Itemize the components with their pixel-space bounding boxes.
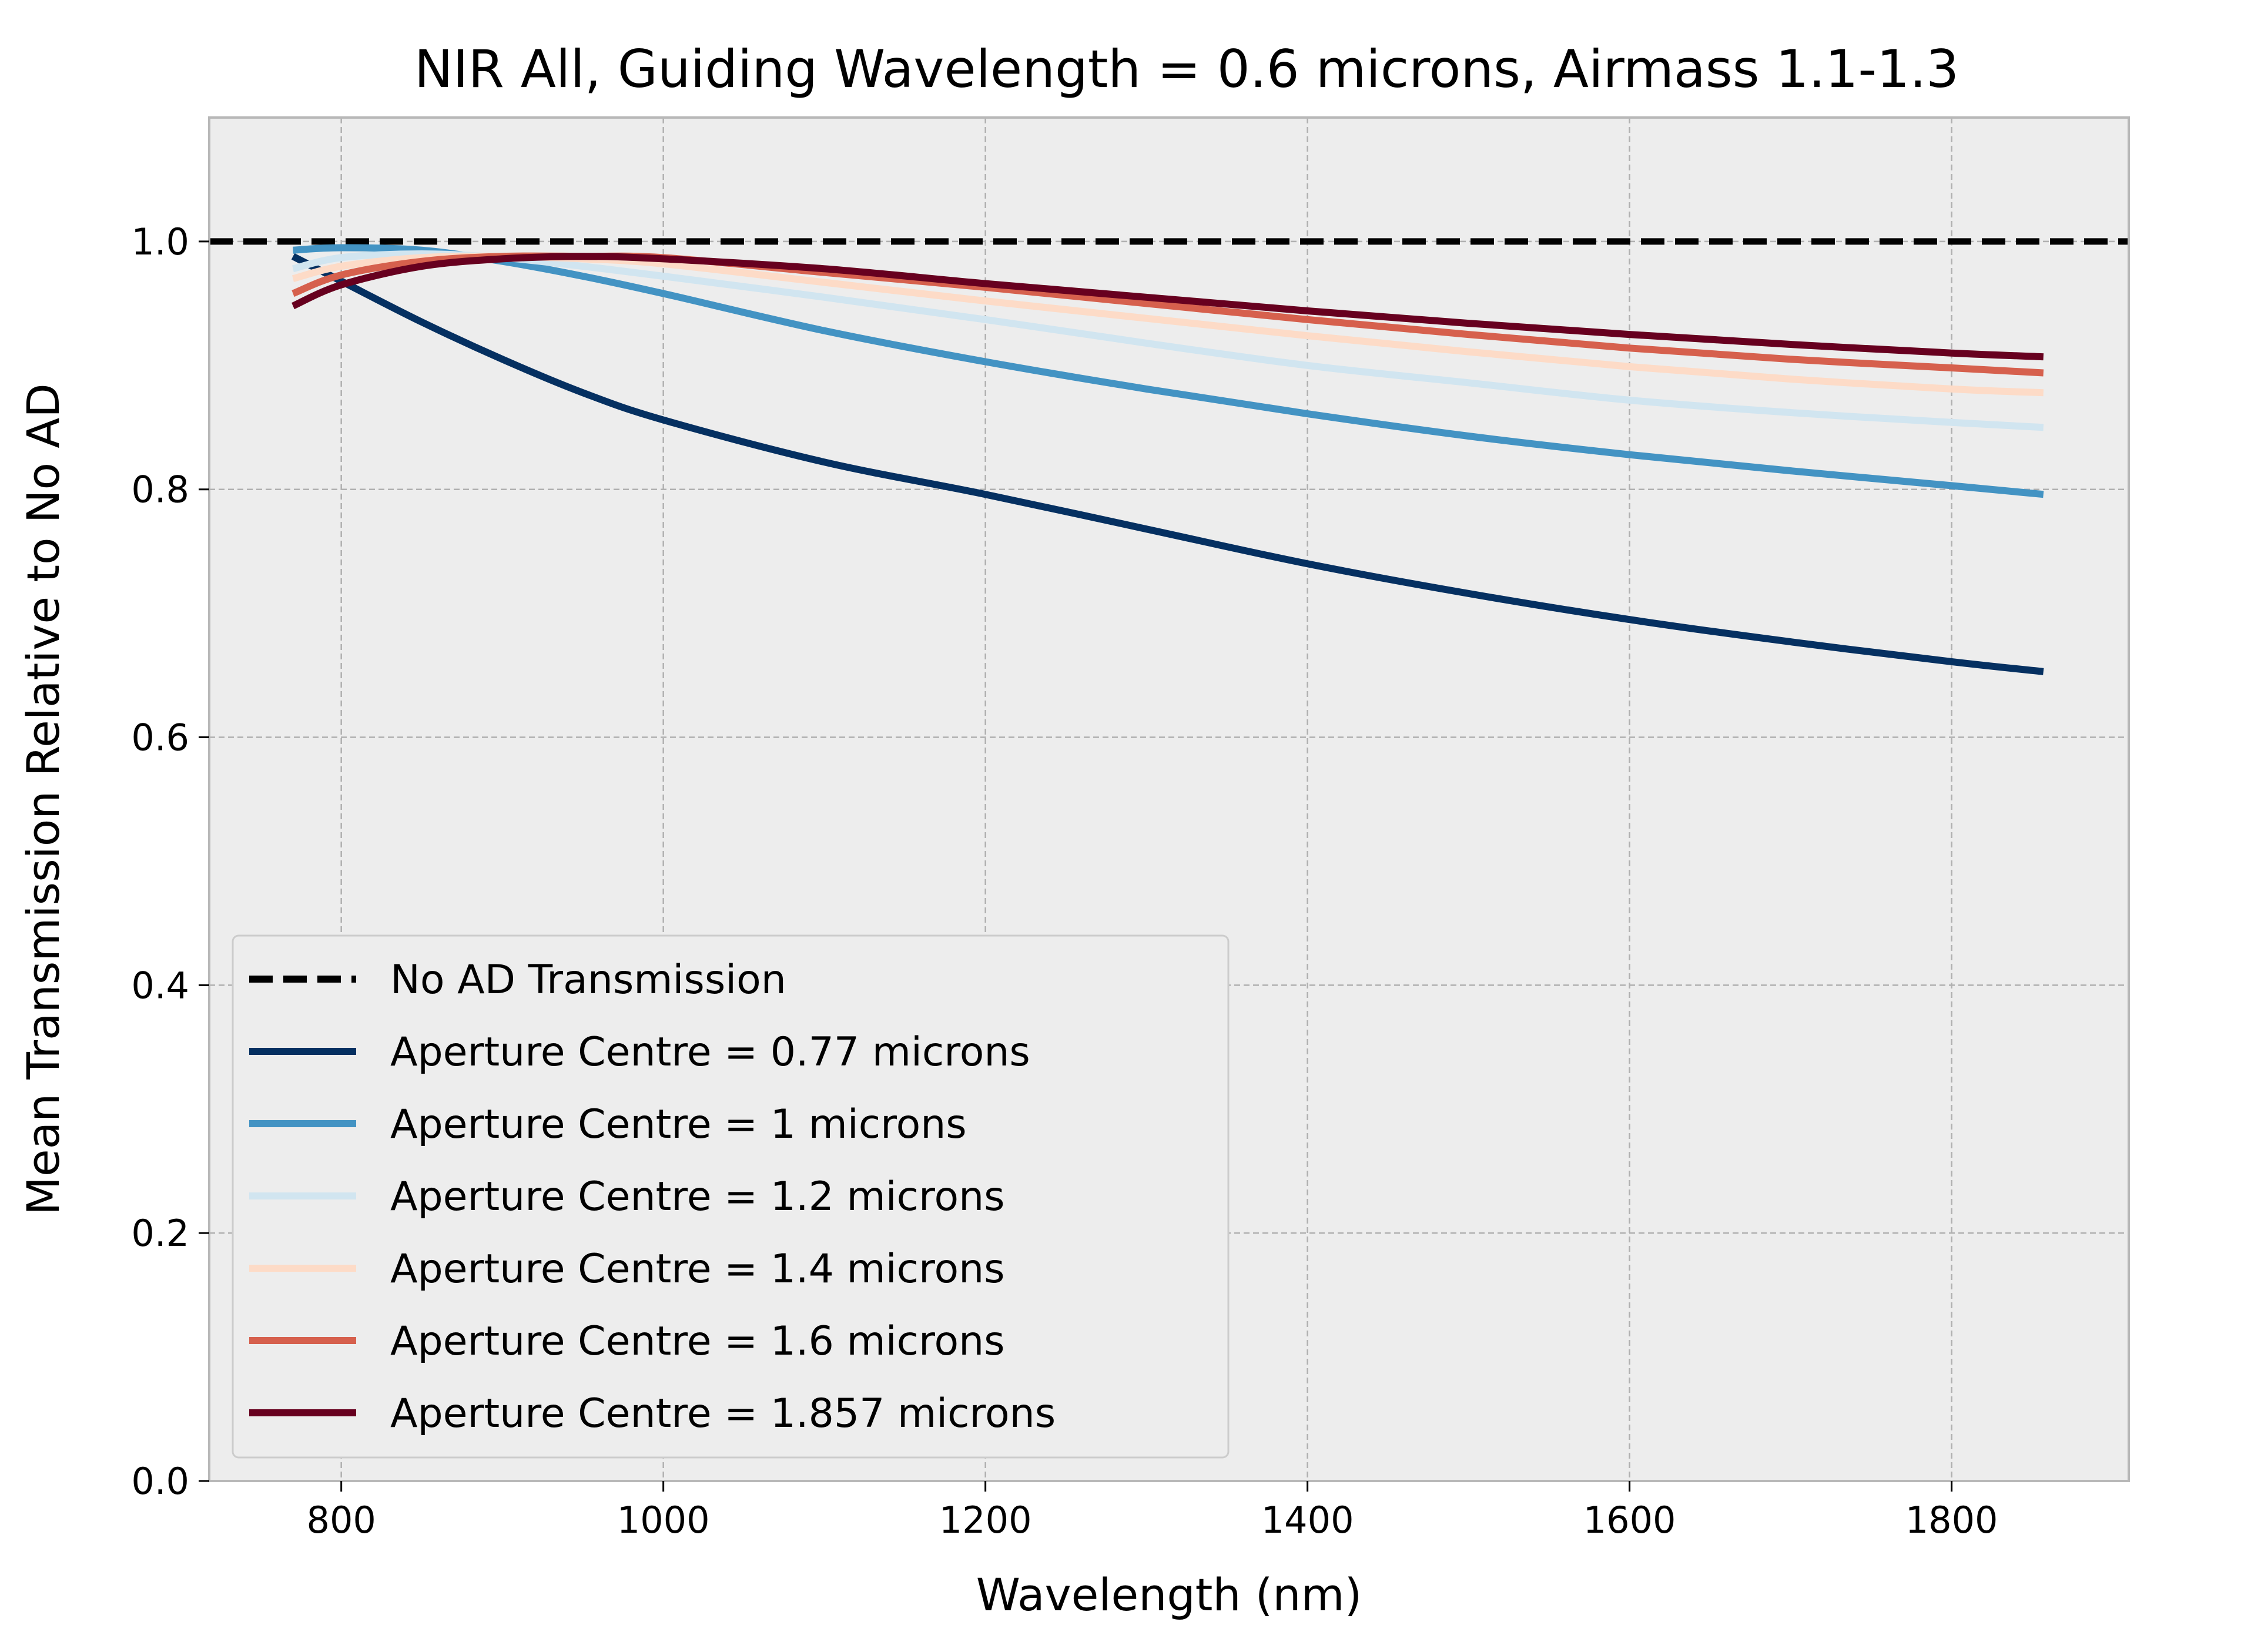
legend: No AD Transmission Aperture Centre = 0.77… [232,934,1230,1459]
legend-label: Aperture Centre = 1.6 microns [390,1318,1005,1365]
legend-label: Aperture Centre = 1.857 microns [390,1390,1056,1437]
x-axis-label: Wavelength (nm) [976,1569,1362,1621]
legend-label: Aperture Centre = 1 microns [390,1101,967,1148]
legend-label: No AD Transmission [390,957,786,1003]
series-group [209,238,2129,675]
x-tick-label: 800 [307,1499,376,1542]
chart-title: NIR All, Guiding Wavelength = 0.6 micron… [414,39,1959,99]
y-tick-label: 0.4 [131,964,189,1007]
x-tick-label: 1200 [939,1499,1032,1542]
x-tick-label: 1800 [1905,1499,1998,1542]
y-axis-label: Mean Transmission Relative to No AD [17,383,69,1215]
series-line [292,253,2044,361]
series-line [291,253,2044,675]
y-tick-label: 0.0 [131,1460,189,1503]
x-tick-label: 1000 [617,1499,710,1542]
plot-frame [208,116,2130,1482]
y-tick-label: 0.6 [131,716,189,759]
legend-label: Aperture Centre = 0.77 microns [390,1029,1030,1075]
y-tick-label: 1.0 [131,220,189,263]
legend-box [232,934,1230,1459]
y-tick-label: 0.8 [131,468,189,511]
x-tick-label: 1600 [1583,1499,1676,1542]
y-tick-label: 0.2 [131,1212,189,1255]
legend-label: Aperture Centre = 1.2 microns [390,1174,1005,1220]
axis-ticks: 800 1000 1200 1400 1600 1800 0.0 0.2 0.4 0.6 0.8 1.… [131,220,1998,1542]
x-tick-label: 1400 [1261,1499,1354,1542]
legend-label: Aperture Centre = 1.4 microns [390,1246,1005,1292]
